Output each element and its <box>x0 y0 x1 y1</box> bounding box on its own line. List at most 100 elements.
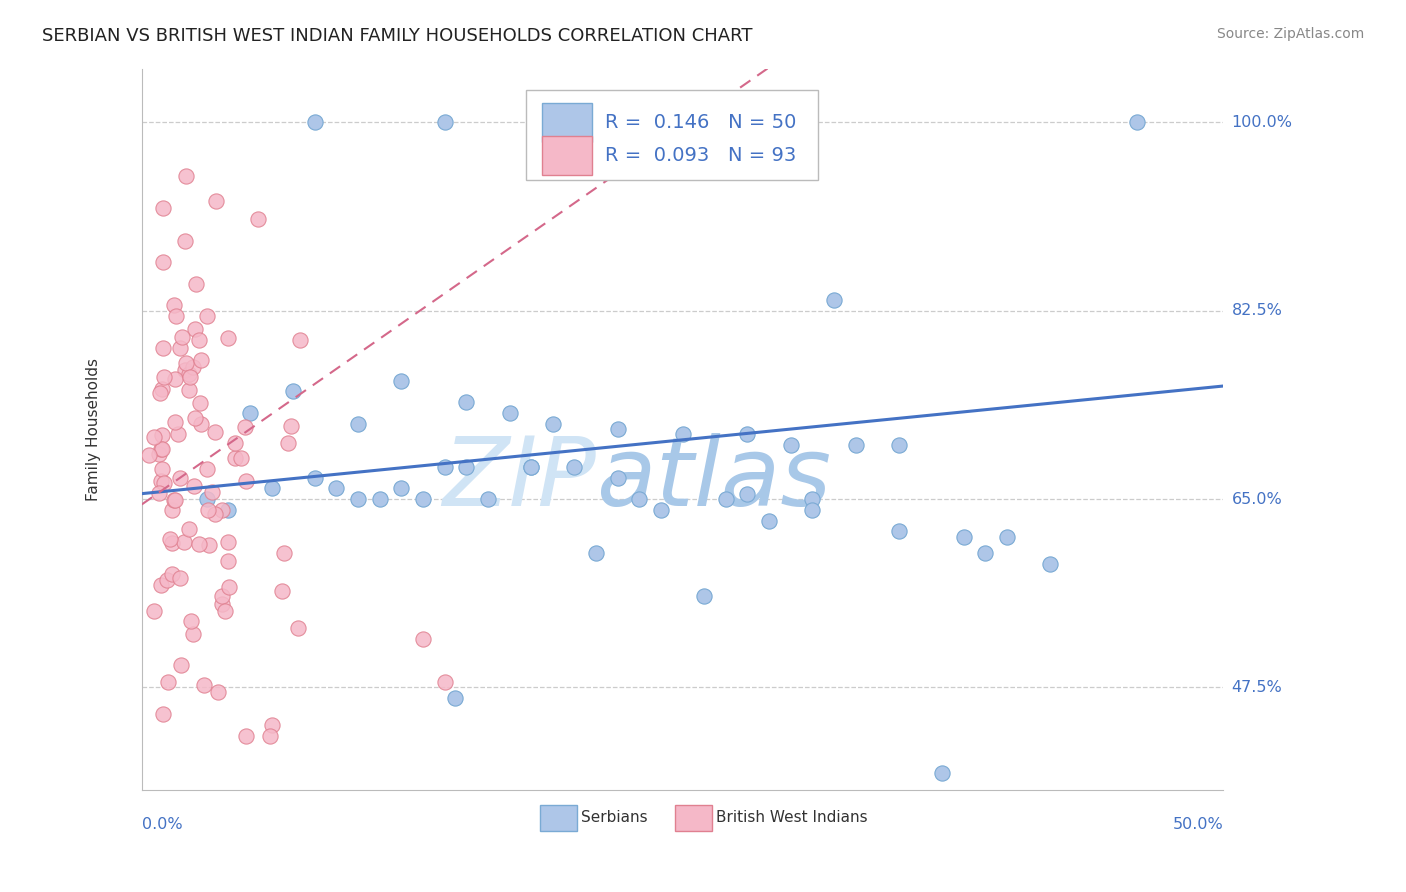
Point <box>152 255 174 269</box>
Point <box>389 481 412 495</box>
Text: Serbians: Serbians <box>581 810 648 825</box>
Point <box>247 212 270 227</box>
Point <box>801 491 824 506</box>
Point <box>160 503 183 517</box>
Point <box>165 415 187 429</box>
Point <box>585 546 607 560</box>
Point <box>412 491 434 506</box>
Point <box>211 597 233 611</box>
Point <box>347 417 370 431</box>
Point <box>235 729 257 743</box>
Point <box>214 604 236 618</box>
Point <box>887 438 910 452</box>
Point <box>304 470 326 484</box>
Point <box>143 604 166 618</box>
Point <box>181 359 204 374</box>
Point <box>823 293 845 307</box>
Point <box>180 614 202 628</box>
Point <box>433 675 456 690</box>
Point <box>433 459 456 474</box>
Point <box>280 418 302 433</box>
Point <box>520 459 543 474</box>
Point <box>714 491 737 506</box>
Point <box>259 729 281 743</box>
Point <box>160 536 183 550</box>
Point <box>628 491 651 506</box>
Point <box>541 417 564 431</box>
Point <box>779 438 801 452</box>
Point <box>671 427 693 442</box>
Point <box>239 406 262 420</box>
Point <box>887 524 910 539</box>
Point <box>150 427 173 442</box>
Point <box>163 298 186 312</box>
Point <box>201 485 224 500</box>
Text: R =  0.093   N = 93: R = 0.093 N = 93 <box>605 145 796 164</box>
Text: 65.0%: 65.0% <box>1232 491 1282 507</box>
Point <box>156 675 179 690</box>
Point <box>188 536 211 550</box>
Point <box>211 589 233 603</box>
Point <box>149 386 172 401</box>
Point <box>156 573 179 587</box>
Text: 100.0%: 100.0% <box>1232 115 1292 130</box>
Point <box>179 383 201 397</box>
Point <box>149 578 172 592</box>
Point <box>304 115 326 129</box>
Point <box>152 202 174 216</box>
Text: 50.0%: 50.0% <box>1173 817 1223 832</box>
Text: 0.0%: 0.0% <box>142 817 183 832</box>
Point <box>564 115 586 129</box>
FancyBboxPatch shape <box>541 103 592 142</box>
Point <box>176 169 198 183</box>
Point <box>693 589 716 603</box>
Point <box>197 503 219 517</box>
Text: 47.5%: 47.5% <box>1232 680 1282 695</box>
Point <box>260 481 283 495</box>
Point <box>179 369 201 384</box>
Point <box>444 691 467 706</box>
Point <box>148 447 170 461</box>
Point <box>325 481 347 495</box>
Point <box>174 363 197 377</box>
Point <box>347 491 370 506</box>
Point <box>195 491 218 506</box>
Point <box>160 567 183 582</box>
Point <box>204 508 226 522</box>
Text: Family Households: Family Households <box>86 358 101 500</box>
Point <box>217 503 239 517</box>
Point <box>184 277 207 291</box>
Point <box>368 491 391 506</box>
Point <box>233 420 256 434</box>
Point <box>169 341 191 355</box>
Point <box>174 356 197 370</box>
Point <box>170 330 193 344</box>
Point <box>165 309 187 323</box>
Point <box>152 342 174 356</box>
Point <box>167 426 190 441</box>
Text: atlas: atlas <box>596 433 831 526</box>
Point <box>606 422 628 436</box>
Point <box>224 451 246 466</box>
Point <box>150 442 173 456</box>
Point <box>498 406 520 420</box>
Text: SERBIAN VS BRITISH WEST INDIAN FAMILY HOUSEHOLDS CORRELATION CHART: SERBIAN VS BRITISH WEST INDIAN FAMILY HO… <box>42 27 752 45</box>
Point <box>205 194 228 209</box>
Point <box>173 534 195 549</box>
Point <box>149 442 172 456</box>
Point <box>195 461 218 475</box>
Point <box>195 309 218 323</box>
Point <box>159 532 181 546</box>
Point <box>277 435 299 450</box>
Point <box>148 485 170 500</box>
Point <box>218 580 240 594</box>
FancyBboxPatch shape <box>675 805 711 830</box>
Point <box>288 333 311 347</box>
FancyBboxPatch shape <box>541 136 592 175</box>
Point <box>1039 557 1062 571</box>
Text: 82.5%: 82.5% <box>1232 303 1282 318</box>
Point <box>183 479 205 493</box>
Point <box>931 766 953 780</box>
Point <box>477 491 499 506</box>
Point <box>177 367 200 381</box>
